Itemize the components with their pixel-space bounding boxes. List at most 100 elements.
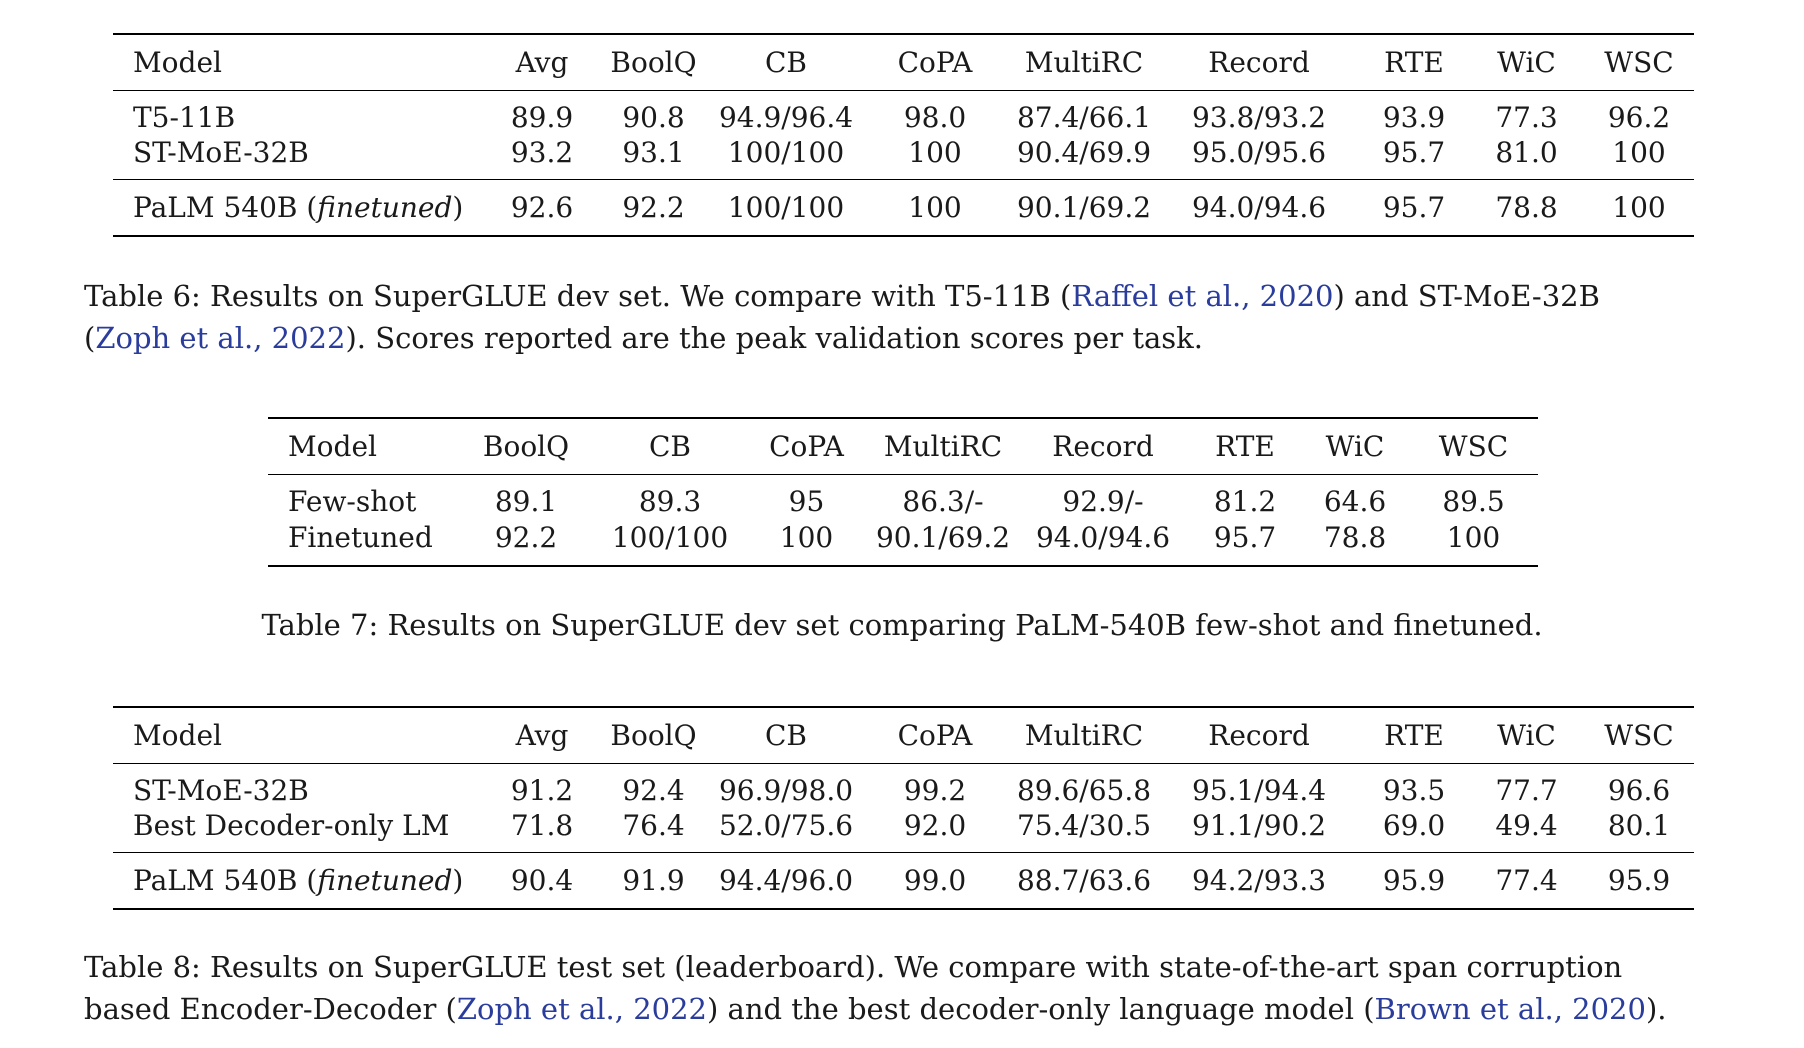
table-row: Finetuned 92.2 100/100 100 90.1/69.2 94.… (268, 517, 1538, 567)
table-row: ST-MoE-32B 93.2 93.1 100/100 100 90.4/69… (113, 134, 1694, 180)
table-cell: 94.4/96.0 (711, 852, 861, 910)
caption-text: ). (1645, 992, 1667, 1026)
table-row: T5-11B 89.9 90.8 94.9/96.4 98.0 87.4/66.… (113, 90, 1694, 134)
citation-name[interactable]: Raffel et al. (1071, 279, 1242, 313)
table-cell: 100 (861, 179, 1009, 237)
table-cell: 92.4 (622, 773, 685, 807)
table-cell: 64.6 (1323, 484, 1387, 518)
table-cell: 69.0 (1382, 808, 1446, 842)
citation-year[interactable]: 2022 (271, 321, 346, 355)
column-header: CoPA (861, 33, 1009, 91)
column-header: Record (1017, 417, 1189, 475)
table-cell: 90.4 (488, 852, 596, 910)
column-header: CB (596, 417, 744, 475)
table-row: Best Decoder-only LM 71.8 76.4 52.0/75.6… (113, 807, 1694, 853)
caption-text: ( (84, 321, 96, 355)
citation-link[interactable]: Zoph et al., 2022 (95, 321, 345, 355)
caption-text: Table 8: Results on SuperGLUE test set (… (84, 950, 1623, 984)
table-6-caption: Table 6: Results on SuperGLUE dev set. W… (84, 275, 1734, 359)
table-cell: 93.5 (1382, 773, 1446, 807)
table-cell: 86.3/- (902, 484, 984, 518)
table-cell: 49.4 (1495, 808, 1558, 842)
table-cell: 100 (744, 517, 869, 567)
table-cell: 95.9 (1584, 852, 1694, 910)
table-row: ST-MoE-32B 91.2 92.4 96.9/98.0 99.2 89.6… (113, 763, 1694, 807)
row-label-text: ) (452, 190, 464, 224)
table-cell: 90.8 (622, 100, 685, 134)
citation-separator: , (1241, 279, 1260, 313)
column-header: Model (268, 417, 456, 475)
table-cell: 100 (1409, 517, 1538, 567)
table-cell: 95.7 (1189, 517, 1301, 567)
caption-text: ) and the best decoder-only language mod… (707, 992, 1375, 1026)
table-8-grid: Model Avg BoolQ CB CoPA MultiRC Record R… (113, 706, 1694, 910)
table-cell: 77.3 (1495, 100, 1558, 134)
row-label-text: PaLM 540B ( (133, 190, 318, 224)
table-row: Few-shot 89.1 89.3 95 86.3/- 92.9/- 81.2… (268, 474, 1538, 518)
column-header: Model (113, 706, 488, 764)
column-header: WiC (1301, 417, 1409, 475)
table-cell: 89.3 (638, 484, 702, 518)
citation-name[interactable]: Brown et al. (1374, 992, 1554, 1026)
caption-text: Table 7: Results on SuperGLUE dev set co… (261, 608, 1543, 642)
table-cell: 99.0 (861, 852, 1009, 910)
table-cell: 94.0/94.6 (1159, 179, 1359, 237)
column-header: CoPA (744, 417, 869, 475)
column-header: WiC (1469, 706, 1584, 764)
table-cell: 81.0 (1495, 135, 1558, 169)
table-cell: 71.8 (510, 808, 574, 842)
column-header: RTE (1359, 33, 1469, 91)
table-cell: 89.9 (510, 100, 574, 134)
table-6: Model Avg BoolQ CB CoPA MultiRC Record R… (113, 33, 1694, 237)
citation-separator: , (1553, 992, 1573, 1026)
column-header: WiC (1469, 33, 1584, 91)
table-cell: 100 (1612, 135, 1666, 169)
table-8-caption: Table 8: Results on SuperGLUE test set (… (84, 946, 1734, 1030)
row-label: Best Decoder-only LM (133, 808, 450, 842)
caption-text: Table 6: Results on SuperGLUE dev set. W… (84, 279, 1072, 313)
column-header: CB (711, 706, 861, 764)
table-cell: 91.9 (596, 852, 711, 910)
table-cell: 80.1 (1607, 808, 1671, 842)
citation-year[interactable]: 2020 (1572, 992, 1646, 1026)
table-cell: 89.1 (494, 484, 558, 518)
citation-year[interactable]: 2022 (633, 992, 707, 1026)
table-cell: 95.7 (1359, 179, 1469, 237)
row-label-text: ) (452, 863, 464, 897)
table-cell: 78.8 (1469, 179, 1584, 237)
column-header: WSC (1584, 706, 1694, 764)
table-cell: 89.5 (1442, 484, 1505, 518)
table-cell: 77.7 (1495, 773, 1558, 807)
table-cell: 81.2 (1213, 484, 1277, 518)
column-header: Avg (488, 706, 596, 764)
table-cell: 91.1/90.2 (1191, 808, 1327, 842)
citation-separator: , (253, 321, 272, 355)
column-header: BoolQ (596, 33, 711, 91)
table-7: Model BoolQ CB CoPA MultiRC Record RTE W… (268, 417, 1538, 567)
table-cell: 92.2 (596, 179, 711, 237)
table-header-row: Model Avg BoolQ CB CoPA MultiRC Record R… (113, 33, 1694, 91)
citation-name[interactable]: Zoph et al. (95, 321, 254, 355)
citation-year[interactable]: 2020 (1259, 279, 1334, 313)
citation-link[interactable]: Zoph et al., 2022 (457, 992, 707, 1026)
row-label-italic: finetuned (317, 190, 453, 224)
table-cell: 76.4 (622, 808, 685, 842)
table-cell: 92.0 (903, 808, 967, 842)
table-7-caption: Table 7: Results on SuperGLUE dev set co… (0, 604, 1804, 646)
column-header: CoPA (861, 706, 1009, 764)
table-cell: 93.2 (510, 135, 574, 169)
column-header: Record (1159, 33, 1359, 91)
column-header: BoolQ (596, 706, 711, 764)
table-cell: 100/100 (711, 179, 861, 237)
table-cell: 95.1/94.4 (1191, 773, 1327, 807)
citation-link[interactable]: Brown et al., 2020 (1375, 992, 1646, 1026)
column-header: WSC (1584, 33, 1694, 91)
citation-name[interactable]: Zoph et al. (456, 992, 615, 1026)
table-cell: 89.6/65.8 (1016, 773, 1152, 807)
column-header: MultiRC (1009, 706, 1159, 764)
table-cell: 92.6 (488, 179, 596, 237)
citation-link[interactable]: Raffel et al., 2020 (1071, 279, 1333, 313)
table-cell: 92.9/- (1062, 484, 1144, 518)
table-cell: 93.1 (622, 135, 685, 169)
table-cell: 91.2 (510, 773, 574, 807)
